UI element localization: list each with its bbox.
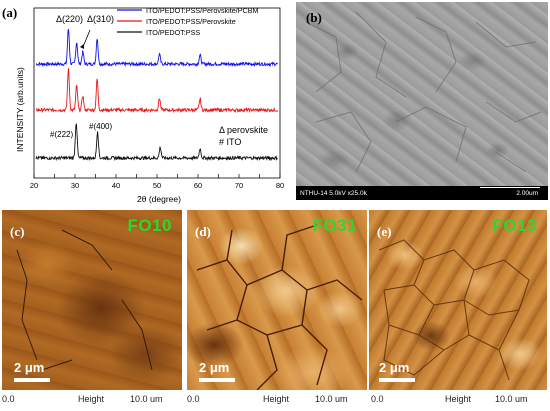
afm-cracks-fo10 — [16, 229, 153, 371]
afm-title-fo10: FO10 — [127, 216, 172, 235]
afm-foot-right-fo31: 10.0 um — [315, 394, 348, 404]
key-perovskite: Δ perovskite — [219, 125, 268, 135]
afm-image-fo10: FO10 2 μm — [2, 210, 182, 390]
series-line-3 — [35, 123, 278, 162]
afm-foot-right-fo13: 10.0 um — [495, 394, 528, 404]
x-tick-label: 80 — [276, 181, 284, 190]
peak-label-310: Δ(310) — [87, 14, 114, 24]
legend: ITO/PEDOT:PSS/Perovskite/PCBM ITO/PEDOT:… — [117, 6, 259, 37]
afm-scale-label-fo31: 2 μm — [199, 360, 230, 375]
legend-label-3: ITO/PEDOT:PSS — [146, 28, 200, 37]
panel-label-a: (a) — [2, 5, 18, 20]
afm-foot-right-fo10: 10.0 um — [130, 394, 163, 404]
x-tick-label: 40 — [112, 181, 120, 190]
x-axis-label: 2θ (degree) — [137, 194, 181, 204]
afm-foot-left-fo10: 0.0 — [2, 394, 15, 404]
afm-foot-mid-fo13: Height — [445, 394, 472, 404]
panel-label-c: (c) — [10, 224, 25, 239]
sem-panel: (b) NTHU-14 5.0kV x25.0k 2.00um — [296, 2, 548, 200]
afm-scale-bar-fo13 — [379, 378, 415, 382]
afm-title-fo31: FO31 — [312, 216, 357, 235]
peak-label-400: #(400) — [89, 122, 112, 131]
sem-scale-label: 2.00um — [516, 189, 538, 197]
afm-foot-mid-fo10: Height — [78, 394, 105, 404]
afm-scale-label-fo10: 2 μm — [14, 360, 45, 375]
series-line-1 — [35, 28, 278, 68]
legend-label-2: ITO/PEDOT:PSS/Perovskite — [146, 17, 236, 26]
afm-foot-mid-fo31: Height — [263, 394, 290, 404]
series-line-2 — [35, 68, 278, 114]
panel-label-e: (e) — [377, 224, 392, 239]
x-tick-label: 20 — [30, 181, 38, 190]
legend-label-1: ITO/PEDOT:PSS/Perovskite/PCBM — [146, 6, 259, 15]
afm-title-fo13: FO13 — [492, 216, 537, 235]
afm-image-fo31: FO31 2 μm — [187, 210, 367, 390]
sem-image — [296, 2, 548, 200]
peak-arrow — [82, 29, 91, 48]
afm-panel-fo10: FO10 2 μm (c) 0.0 Height 10.0 um — [0, 210, 185, 411]
xrd-panel: 20 30 40 50 60 70 80 ITO/PEDOT:PSS/Perovskite/… — [0, 0, 290, 206]
panel-label-d: (d) — [195, 224, 211, 239]
x-tick-label: 70 — [235, 181, 243, 190]
afm-grain-boundaries-fo13 — [378, 239, 530, 381]
afm-foot-left-fo31: 0.0 — [187, 394, 200, 404]
x-tick-label: 30 — [71, 181, 79, 190]
sem-grain-boundaries — [305, 11, 542, 173]
afm-scale-label-fo13: 2 μm — [379, 360, 410, 375]
sem-info: NTHU-14 5.0kV x25.0k — [300, 189, 367, 197]
sem-scale-bar — [480, 187, 540, 188]
afm-image-fo13: FO13 2 μm — [369, 210, 547, 390]
panel-label-b: (b) — [306, 10, 322, 25]
afm-panel-fo31: FO31 2 μm (d) 0.0 Height 10.0 um — [185, 210, 370, 411]
afm-grain-boundaries-fo31 — [196, 224, 363, 390]
y-axis-label: INTENSITY (arb.units) — [15, 67, 25, 152]
afm-scale-bar-fo31 — [199, 378, 235, 382]
afm-foot-left-fo13: 0.0 — [371, 394, 384, 404]
key-ito: # ITO — [219, 137, 241, 147]
peak-arrow-head — [80, 44, 84, 49]
peak-label-220: Δ(220) — [56, 14, 83, 24]
x-tick-label: 60 — [194, 181, 202, 190]
sem-info-bar: NTHU-14 5.0kV x25.0k 2.00um — [296, 186, 548, 200]
peak-label-222: #(222) — [50, 130, 73, 139]
xrd-chart: 20 30 40 50 60 70 80 ITO/PEDOT:PSS/Perovskite/… — [15, 6, 284, 204]
x-tick-label: 50 — [153, 181, 161, 190]
afm-scale-bar-fo10 — [14, 378, 50, 382]
afm-panel-fo13: FO13 2 μm (e) 0.0 Height 10.0 um — [367, 210, 550, 411]
